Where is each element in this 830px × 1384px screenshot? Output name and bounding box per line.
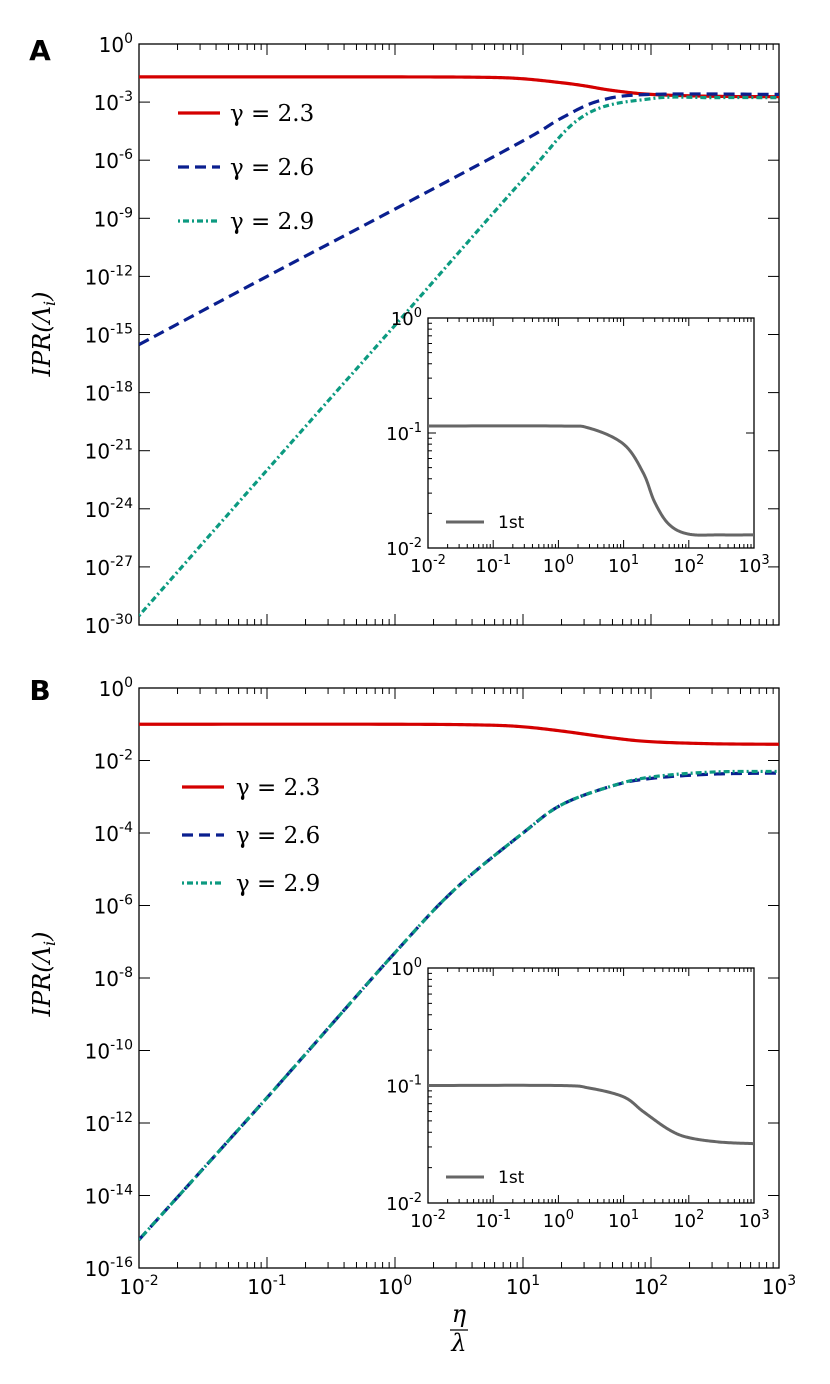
y-tick-label: 10-1 [386,421,422,445]
inset-legend-label: 1st [498,513,525,533]
x-tick-label: 100 [543,1208,574,1232]
y-tick-label: 10-1 [386,1074,422,1098]
y-tick-label: 100 [99,675,133,701]
x-axis-label-numerator: η [452,1300,467,1328]
legend-label: γ = 2.9 [230,209,314,235]
legend-label: γ = 2.6 [230,155,314,181]
y-tick-label: 10-21 [85,438,133,464]
legend-label: γ = 2.3 [230,101,314,127]
y-tick-label: 100 [99,31,133,57]
x-tick-label: 10-2 [119,1273,158,1299]
y-tick-label: 10-6 [94,147,134,173]
series-group [139,75,779,617]
inset-legend-label: 1st [498,1168,525,1188]
y-tick-label: 10-2 [94,748,133,774]
x-tick-label: 101 [608,553,639,577]
series-line-1 [139,722,779,746]
inset-series-line [428,1083,755,1146]
panel-letter: A [29,34,51,67]
legend-label: γ = 2.3 [236,775,320,801]
series-line-3 [139,769,779,1241]
x-tick-label: 100 [378,1273,412,1299]
x-tick-label: 10-1 [475,1208,511,1232]
x-tick-label: 10-1 [475,553,511,577]
x-tick-label: 10-2 [410,553,446,577]
x-tick-label: 103 [738,553,769,577]
y-tick-label: 100 [391,306,422,330]
panel-A: A 100 10-3 10-6 10-9 10-12 10-15 10-18 10-21 10-2… [28,31,780,638]
x-tick-label: 10-2 [410,1208,446,1232]
y-tick-label: 10-2 [386,536,422,560]
y-tick-label: 100 [391,956,422,980]
x-tick-label: 101 [608,1208,639,1232]
y-tick-label: 10-2 [386,1191,422,1215]
legend: γ = 2.3 γ = 2.6 γ = 2.9 [178,101,314,235]
x-tick-label: 101 [506,1273,540,1299]
y-tick-label: 10-12 [85,1110,133,1136]
inset-background [426,318,756,550]
y-tick-label: 10-14 [85,1183,133,1209]
y-tick-label: 10-3 [94,89,133,115]
inset-series-line [428,424,755,537]
y-tick-label: 10-15 [85,322,133,348]
x-tick-label: 102 [634,1273,668,1299]
y-tick-label: 10-6 [94,893,134,919]
y-tick-label: 10-4 [94,820,134,846]
y-tick-label: 10-9 [94,205,133,231]
y-tick-label: 10-16 [85,1255,133,1281]
y-axis-label: IPR(Λi) [28,932,59,1018]
x-tick-label: 103 [738,1208,769,1232]
y-tick-label: 10-30 [85,612,133,638]
x-tick-label: 102 [673,1208,704,1232]
panel-B: B 100 10-2 10-4 10-6 10-8 10-10 10-12 10-14 10-16… [28,674,796,1357]
y-tick-label: 10-27 [85,554,133,580]
x-axis-label-denominator: λ [450,1329,466,1357]
y-tick-label: 10-24 [85,496,133,522]
legend-label: γ = 2.6 [236,823,320,849]
x-tick-label: 103 [762,1273,796,1299]
y-tick-label: 10-10 [85,1038,133,1064]
x-tick-label: 100 [543,553,574,577]
inset-chart: 100 10-1 10-210-2 10-1 100 101 102 103 1st [386,956,769,1232]
y-tick-label: 10-18 [85,380,133,406]
figure-root: A 100 10-3 10-6 10-9 10-12 10-15 10-18 10-21 10-2… [28,31,796,1357]
legend-label: γ = 2.9 [236,871,320,897]
inset-chart: 100 10-1 10-210-2 10-1 100 101 102 103 1st [386,306,769,577]
x-tick-label: 10-1 [247,1273,286,1299]
series-group [139,722,779,1241]
x-tick-label: 102 [673,553,704,577]
legend: γ = 2.3 γ = 2.6 γ = 2.9 [182,775,320,897]
series-line-2 [139,92,779,347]
panel-letter: B [29,674,50,707]
y-tick-label: 10-12 [85,263,133,289]
y-axis-label: IPR(Λi) [28,292,59,378]
series-line-3 [139,95,779,617]
y-tick-label: 10-8 [94,965,133,991]
